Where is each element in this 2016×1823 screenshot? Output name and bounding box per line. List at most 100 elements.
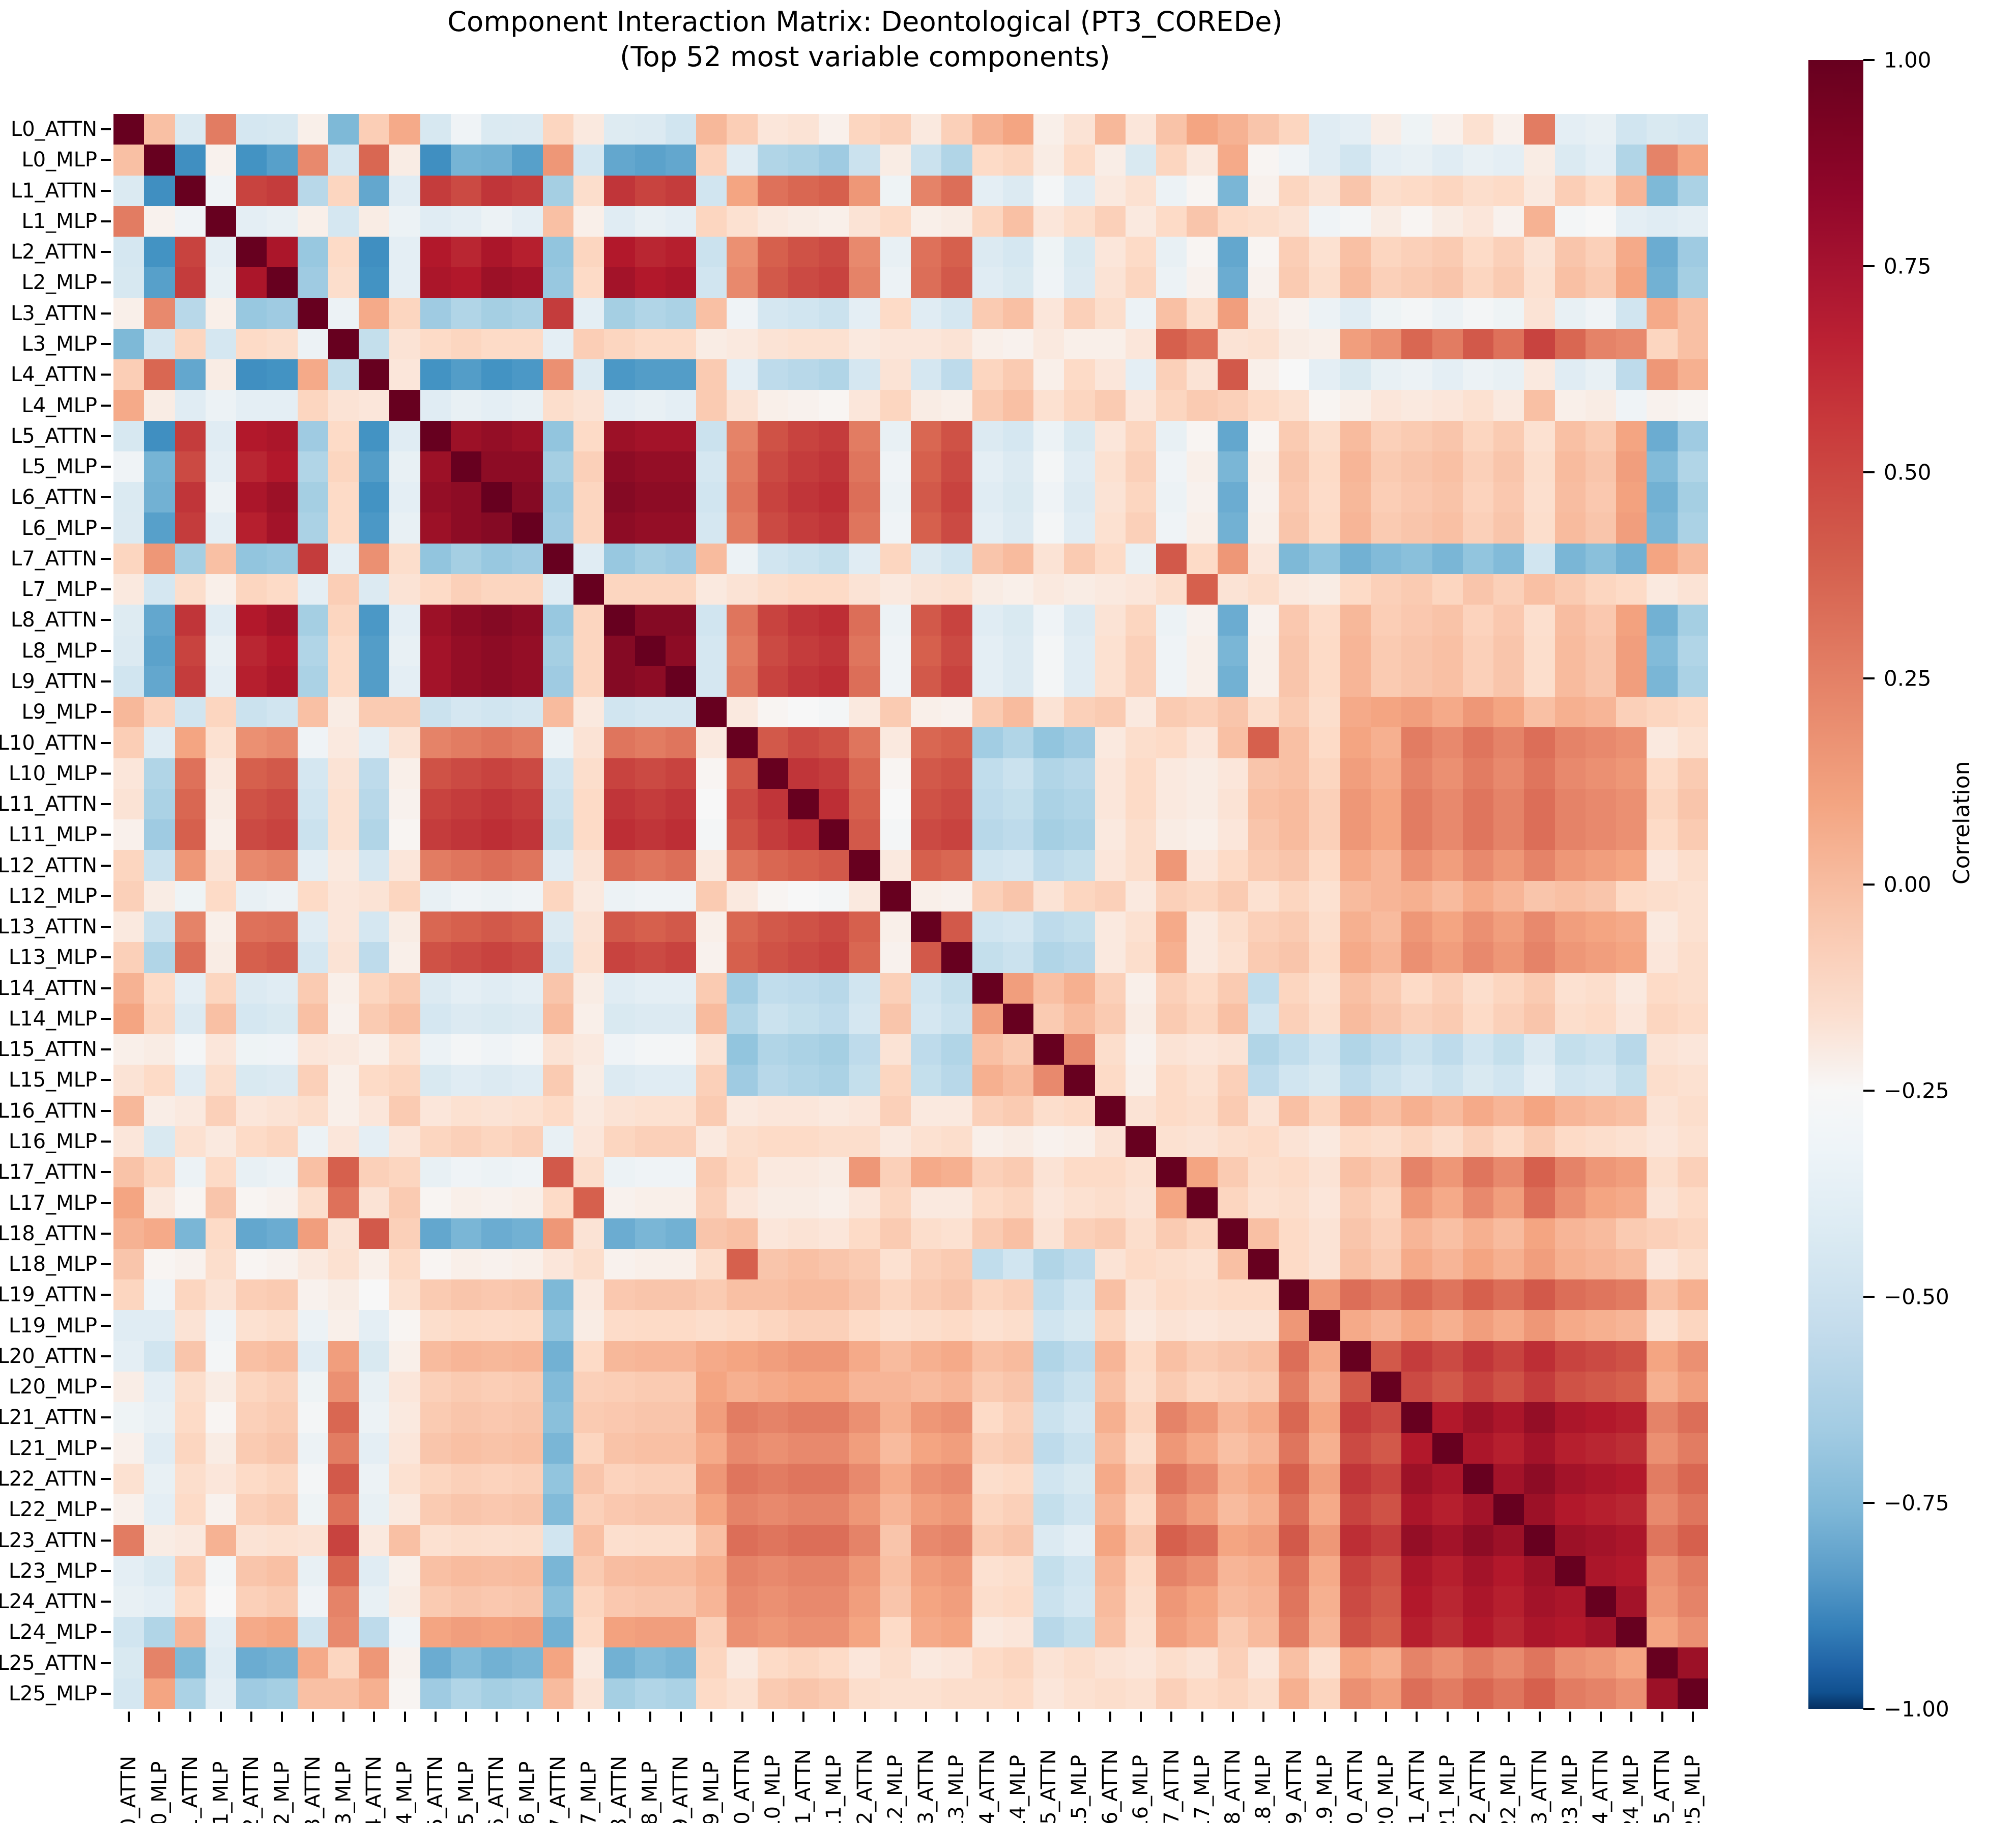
heatmap-cell	[175, 1310, 206, 1341]
heatmap-cell	[1432, 267, 1463, 298]
heatmap-cell	[175, 635, 206, 666]
heatmap-cell	[1033, 390, 1064, 421]
heatmap-cell	[1187, 1157, 1218, 1188]
heatmap-cell	[727, 1555, 758, 1586]
heatmap-cell	[144, 1494, 175, 1525]
heatmap-cell	[144, 727, 175, 758]
heatmap-cell	[420, 1678, 451, 1709]
heatmap-cell	[144, 1003, 175, 1035]
heatmap-cell	[1616, 727, 1647, 758]
x-tick-label: L22_ATTN	[1466, 1749, 1490, 1823]
heatmap-cell	[727, 1248, 758, 1280]
heatmap-cell	[236, 1003, 267, 1035]
heatmap-cell	[328, 1402, 359, 1433]
heatmap-cell	[819, 819, 850, 850]
heatmap-cell	[727, 574, 758, 605]
heatmap-cell	[1677, 911, 1708, 943]
heatmap-cell	[1401, 1586, 1432, 1617]
heatmap-cell	[1554, 359, 1586, 390]
heatmap-cell	[1002, 1494, 1034, 1525]
heatmap-cell	[1616, 206, 1647, 237]
heatmap-cell	[1462, 1463, 1494, 1495]
heatmap-cell	[1340, 1341, 1371, 1372]
heatmap-cell	[420, 727, 451, 758]
colorbar-tick-mark	[1863, 1090, 1875, 1092]
heatmap-cell	[420, 1555, 451, 1586]
heatmap-cell	[420, 1586, 451, 1617]
heatmap-cell	[1647, 1095, 1678, 1126]
y-tick-mark	[101, 374, 111, 376]
x-tick-mark	[1140, 1712, 1142, 1722]
heatmap-cell	[1524, 420, 1555, 451]
y-tick-mark	[101, 1355, 111, 1357]
heatmap-cell	[635, 1248, 666, 1280]
y-tick-label: L13_MLP	[8, 946, 97, 970]
heatmap-cell	[1279, 237, 1310, 268]
heatmap-cell	[328, 359, 359, 390]
heatmap-cell	[727, 666, 758, 697]
heatmap-cell	[1677, 1248, 1708, 1280]
heatmap-cell	[757, 697, 788, 728]
heatmap-cell	[1493, 911, 1524, 943]
heatmap-cell	[1647, 1187, 1678, 1218]
heatmap-cell	[604, 1525, 635, 1556]
heatmap-cell	[328, 1525, 359, 1556]
heatmap-cell	[604, 1248, 635, 1280]
heatmap-cell	[1156, 605, 1187, 636]
heatmap-cell	[696, 1003, 727, 1035]
heatmap-cell	[788, 635, 819, 666]
heatmap-cell	[1371, 1218, 1402, 1249]
heatmap-cell	[635, 911, 666, 943]
heatmap-cell	[450, 635, 482, 666]
y-tick-label: L17_MLP	[8, 1191, 97, 1215]
heatmap-cell	[757, 635, 788, 666]
heatmap-cell	[450, 942, 482, 973]
heatmap-cell	[450, 605, 482, 636]
heatmap-cell	[236, 1341, 267, 1372]
heatmap-cell	[1217, 543, 1248, 575]
heatmap-cell	[910, 574, 942, 605]
heatmap-cell	[267, 482, 298, 513]
heatmap-cell	[236, 175, 267, 206]
heatmap-cell	[604, 1586, 635, 1617]
heatmap-cell	[512, 697, 543, 728]
heatmap-cell	[450, 1187, 482, 1218]
heatmap-cell	[1493, 819, 1524, 850]
heatmap-cell	[267, 605, 298, 636]
heatmap-cell	[1033, 206, 1064, 237]
heatmap-cell	[1033, 1279, 1064, 1311]
heatmap-cell	[1493, 635, 1524, 666]
heatmap-cell	[696, 1525, 727, 1556]
heatmap-cell	[1616, 1126, 1647, 1157]
heatmap-cell	[1187, 605, 1218, 636]
heatmap-cell	[389, 1494, 420, 1525]
heatmap-cell	[573, 1463, 604, 1495]
heatmap-cell	[788, 298, 819, 329]
heatmap-cell	[696, 175, 727, 206]
heatmap-cell	[1616, 1341, 1647, 1372]
heatmap-cell	[1432, 114, 1463, 145]
heatmap-cell	[880, 850, 911, 881]
heatmap-cell	[757, 1310, 788, 1341]
heatmap-cell	[236, 605, 267, 636]
heatmap-cell	[1432, 1647, 1463, 1678]
heatmap-cell	[1125, 1187, 1157, 1218]
y-tick-label: L20_ATTN	[0, 1344, 97, 1368]
heatmap-cell	[267, 328, 298, 360]
heatmap-cell	[267, 697, 298, 728]
heatmap-cell	[389, 543, 420, 575]
heatmap-cell	[788, 1065, 819, 1096]
heatmap-cell	[1677, 850, 1708, 881]
heatmap-cell	[1095, 1555, 1126, 1586]
heatmap-cell	[1432, 1003, 1463, 1035]
heatmap-cell	[1647, 727, 1678, 758]
heatmap-cell	[1432, 1555, 1463, 1586]
heatmap-cell	[359, 1372, 390, 1403]
heatmap-cell	[1340, 1525, 1371, 1556]
x-tick-mark	[250, 1712, 253, 1722]
heatmap-cell	[389, 819, 420, 850]
heatmap-cell	[1585, 1310, 1617, 1341]
heatmap-cell	[819, 482, 850, 513]
heatmap-cell	[1554, 145, 1586, 176]
heatmap-cell	[1095, 206, 1126, 237]
